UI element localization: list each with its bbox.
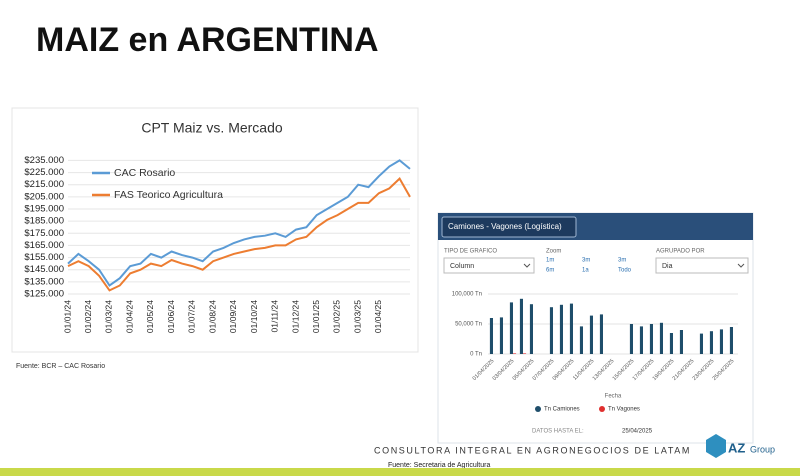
bar [719,329,723,354]
x-tick-label: 01/02/25 [332,300,342,333]
zoom-option[interactable]: 1m [546,258,554,264]
y-tick-label: $205.000 [24,191,64,202]
legend-label: Tn Camiones [544,407,580,413]
zoom-option[interactable]: 3m [618,258,626,264]
slide-title: MAIZ en ARGENTINA [36,21,379,59]
bar [579,326,583,354]
x-tick-label: 01/04/25 [373,300,383,333]
bar [709,331,713,354]
source-left: Fuente: BCR – CAC Rosario [16,363,105,370]
x-tick-label: 01/08/24 [207,300,217,333]
bar [629,324,633,354]
bar [519,298,523,354]
panel [437,212,754,444]
value: 25/04/2025 [622,429,653,435]
line [67,176,411,292]
x-tick-label: 01/10/24 [249,300,259,333]
chart-title: CPT Maiz vs. Mercado [141,120,283,136]
y-tick-label: $185.000 [24,216,64,227]
bar [639,326,643,354]
x-tick-label: 01/04/24 [124,300,134,333]
bar [499,317,503,354]
x-tick-label: 01/07/24 [187,300,197,333]
x-tick-label: 01/09/24 [228,300,238,333]
bar [559,304,563,354]
legend-label: Tn Vagones [608,407,640,413]
label: DATOS HASTA EL: [532,429,584,435]
y-tick-label: $145.000 [24,264,64,275]
y-tick-label: $125.000 [24,289,64,300]
line [67,159,411,287]
bar [509,302,513,354]
company: CONSULTORA INTEGRAL EN AGRONEGOCIOS DE L… [374,445,691,455]
zoom-option[interactable]: 6m [546,268,554,274]
x-tick-label: 01/05/24 [145,300,155,333]
footer-band [0,468,800,476]
y-tick-label: $215.000 [24,179,64,190]
x-tick-label: 01/12/24 [290,300,300,333]
bar [679,330,683,354]
bar [529,304,533,354]
source-right: Fuente: Secretaria de Agricultura [388,462,490,469]
zoom-option[interactable]: 3m [582,258,590,264]
x-tick-label: 01/03/24 [104,300,114,333]
y-tick-label: $165.000 [24,240,64,251]
x-tick-label: 01/02/24 [83,300,93,333]
zoom-option[interactable]: Todo [618,268,632,274]
select-value: Column [450,263,474,270]
chevron [523,263,531,268]
y-tick-label: $135.000 [24,276,64,287]
bar [489,318,493,354]
logo-icon [706,434,726,458]
bar [649,324,653,354]
y-tick-label: $235.000 [24,155,64,166]
legend-swatch [535,406,541,412]
panel-title: Camiones - Vagones (Logística) [448,222,562,231]
x-tick-label: 01/11/24 [270,300,280,333]
y-tick-label: $175.000 [24,228,64,239]
select[interactable] [443,257,535,274]
logo-mark: AZ [728,440,745,455]
bar [699,333,703,354]
bar [659,322,663,354]
bar [589,315,593,354]
bar [513,353,517,354]
y-tick-label: 50,000 Tn [455,322,482,328]
legend-label: CAC Rosario [114,167,175,179]
bar [549,307,553,354]
x-tick-label: 01/06/24 [166,300,176,333]
y-tick-label: $225.000 [24,167,64,178]
label: TIPO DE GRAFICO [444,249,497,255]
logo-text: Group [750,444,775,454]
y-tick-label: $195.000 [24,204,64,215]
bar [729,327,733,354]
bar [669,333,673,354]
label: AGRUPADO POR [656,249,705,255]
chart-frame [11,107,419,353]
legend-swatch [599,406,605,412]
legend-label: FAS Teorico Agricultura [114,189,223,201]
x-tick-label: 01/01/25 [311,300,321,333]
label: Zoom [546,249,561,255]
x-axis-label: Fecha [605,394,622,400]
y-tick-label: $155.000 [24,252,64,263]
chevron [737,263,745,268]
panel-tab[interactable] [441,216,577,238]
x-tick-label: 01/01/24 [62,300,72,333]
bar [569,303,573,354]
bar [523,353,527,354]
bar [599,314,603,354]
y-tick-label: 0 Tn [470,352,482,358]
select-value: Dia [662,263,673,270]
zoom-option[interactable]: 1a [582,268,589,274]
x-tick-label: 01/03/25 [352,300,362,333]
y-tick-label: 100,000 Tn [452,292,482,298]
select[interactable] [655,257,749,274]
